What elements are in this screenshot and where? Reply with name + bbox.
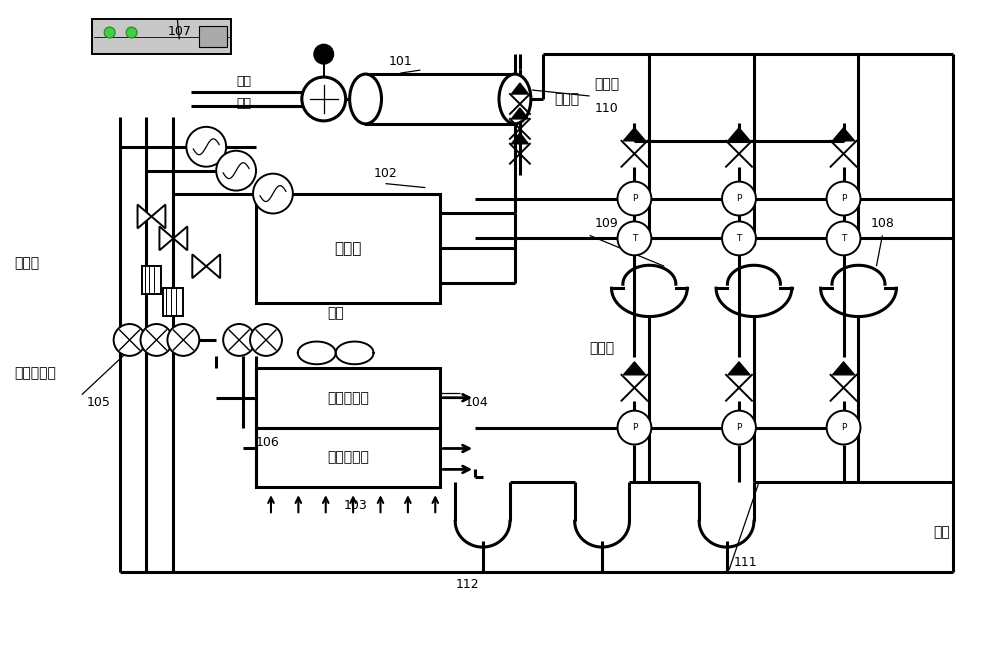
Bar bbox=[142, 266, 161, 294]
Circle shape bbox=[618, 222, 651, 255]
Text: P: P bbox=[632, 423, 637, 432]
Text: P: P bbox=[736, 423, 742, 432]
Text: 出水: 出水 bbox=[236, 74, 251, 88]
Text: 106: 106 bbox=[256, 436, 280, 449]
Circle shape bbox=[250, 324, 282, 356]
Text: 电磁阀: 电磁阀 bbox=[595, 77, 620, 91]
Circle shape bbox=[618, 182, 651, 215]
Text: T: T bbox=[736, 234, 742, 243]
Polygon shape bbox=[151, 205, 165, 228]
Text: T: T bbox=[841, 234, 846, 243]
Text: P: P bbox=[632, 194, 637, 203]
Circle shape bbox=[167, 324, 199, 356]
Circle shape bbox=[126, 27, 137, 38]
Polygon shape bbox=[833, 362, 855, 375]
Text: 104: 104 bbox=[465, 396, 489, 409]
Circle shape bbox=[302, 77, 346, 121]
Bar bbox=[256, 428, 440, 488]
Polygon shape bbox=[511, 108, 528, 119]
Polygon shape bbox=[138, 205, 151, 228]
Polygon shape bbox=[623, 128, 645, 141]
Bar bbox=[256, 193, 440, 303]
Bar bbox=[163, 288, 183, 316]
Polygon shape bbox=[833, 128, 855, 141]
Bar bbox=[92, 19, 231, 54]
Circle shape bbox=[827, 411, 860, 445]
Text: 压缩机: 压缩机 bbox=[590, 341, 615, 355]
Text: 110: 110 bbox=[595, 103, 618, 115]
Text: 二级蒸发器: 二级蒸发器 bbox=[327, 391, 369, 405]
Text: 112: 112 bbox=[455, 578, 479, 592]
Circle shape bbox=[186, 127, 226, 166]
Bar bbox=[366, 74, 515, 124]
Polygon shape bbox=[728, 128, 750, 141]
Text: 气分: 气分 bbox=[933, 525, 950, 539]
Text: 冷凝器: 冷凝器 bbox=[334, 241, 362, 256]
Polygon shape bbox=[159, 226, 173, 250]
Text: 105: 105 bbox=[87, 396, 111, 409]
Text: 电子膨胀阀: 电子膨胀阀 bbox=[14, 366, 56, 380]
Polygon shape bbox=[623, 362, 645, 375]
Text: 冷凝器: 冷凝器 bbox=[555, 92, 580, 106]
Text: 102: 102 bbox=[374, 167, 397, 180]
Polygon shape bbox=[511, 83, 528, 94]
Ellipse shape bbox=[499, 74, 531, 124]
Circle shape bbox=[253, 174, 293, 213]
Text: P: P bbox=[841, 194, 846, 203]
Circle shape bbox=[141, 324, 172, 356]
Ellipse shape bbox=[350, 74, 382, 124]
Text: 107: 107 bbox=[167, 25, 191, 38]
Text: 一级蒸发器: 一级蒸发器 bbox=[327, 451, 369, 465]
Polygon shape bbox=[511, 133, 528, 144]
Text: 109: 109 bbox=[595, 217, 618, 230]
Circle shape bbox=[722, 182, 756, 215]
Polygon shape bbox=[206, 254, 220, 278]
Circle shape bbox=[216, 151, 256, 191]
Text: 108: 108 bbox=[870, 217, 894, 230]
Polygon shape bbox=[728, 362, 750, 375]
Text: T: T bbox=[632, 234, 637, 243]
Circle shape bbox=[722, 222, 756, 255]
Bar bbox=[199, 26, 227, 47]
Circle shape bbox=[114, 324, 146, 356]
Circle shape bbox=[223, 324, 255, 356]
Text: 风机: 风机 bbox=[327, 306, 344, 320]
Circle shape bbox=[722, 411, 756, 445]
Text: 101: 101 bbox=[389, 55, 412, 68]
Polygon shape bbox=[192, 254, 206, 278]
Circle shape bbox=[827, 222, 860, 255]
Circle shape bbox=[104, 27, 115, 38]
Text: P: P bbox=[736, 194, 742, 203]
Circle shape bbox=[315, 45, 333, 63]
Text: P: P bbox=[841, 423, 846, 432]
Polygon shape bbox=[173, 226, 187, 250]
Text: 过滤器: 过滤器 bbox=[14, 256, 39, 270]
Text: 进水: 进水 bbox=[236, 97, 251, 111]
Circle shape bbox=[618, 411, 651, 445]
Circle shape bbox=[827, 182, 860, 215]
Text: 111: 111 bbox=[734, 555, 758, 569]
Bar bbox=[256, 368, 440, 428]
Text: 103: 103 bbox=[344, 499, 367, 512]
